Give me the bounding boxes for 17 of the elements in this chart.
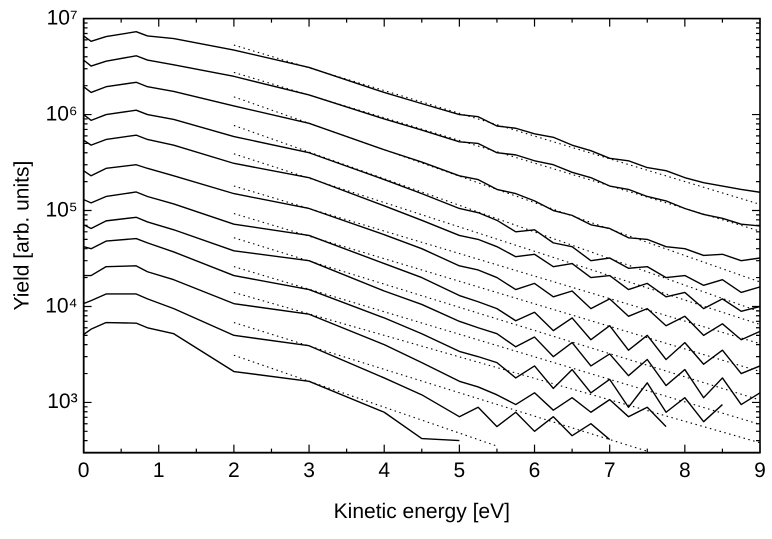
x-tick-label: 4 <box>378 458 390 482</box>
x-tick-label: 3 <box>303 458 315 482</box>
x-tick-label: 0 <box>78 458 90 482</box>
x-tick-label: 8 <box>679 458 691 482</box>
x-tick-label: 7 <box>604 458 616 482</box>
y-axis-title: Yield [arb. units] <box>10 160 34 311</box>
x-tick-label: 1 <box>152 458 165 482</box>
x-tick-label: 5 <box>454 458 466 482</box>
x-tick-label: 9 <box>754 458 766 482</box>
x-axis-title: Kinetic energy [eV] <box>334 500 510 524</box>
y-tick-label: 10⁷ <box>46 6 78 30</box>
x-tick-label: 2 <box>228 458 240 482</box>
x-tick-label: 6 <box>528 458 540 482</box>
y-tick-label: 10⁵ <box>46 198 78 222</box>
y-tick-label: 10⁴ <box>45 294 78 318</box>
y-tick-label: 10⁶ <box>46 102 78 126</box>
y-tick-label: 10³ <box>47 390 78 414</box>
